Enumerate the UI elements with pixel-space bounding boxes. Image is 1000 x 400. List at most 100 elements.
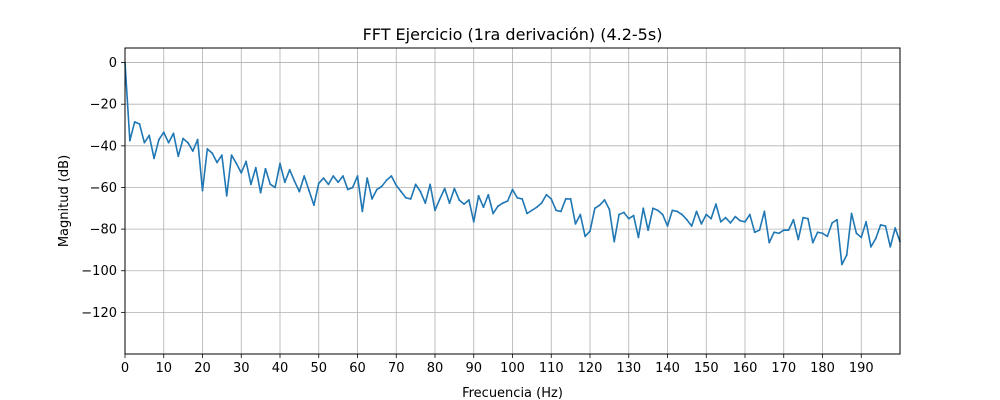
data-point [589, 230, 591, 233]
data-point [235, 162, 238, 165]
data-point [385, 179, 388, 182]
data-point [458, 199, 461, 201]
x-tick-label: 10 [155, 361, 172, 376]
data-point [429, 183, 432, 186]
x-tick-label: 0 [121, 361, 129, 376]
data-point [739, 219, 742, 222]
data-point [637, 236, 640, 239]
data-point [167, 141, 170, 144]
data-point [187, 141, 189, 144]
x-tick-label: 90 [465, 361, 482, 376]
y-tick-label: −80 [90, 223, 117, 238]
x-tick-label: 140 [655, 361, 680, 376]
x-tick-label: 130 [616, 361, 641, 376]
data-point [327, 183, 330, 186]
data-point [317, 182, 320, 185]
data-point [477, 194, 480, 197]
data-point [196, 138, 199, 141]
data-point [138, 123, 141, 125]
data-point [768, 241, 771, 244]
data-point [487, 193, 490, 196]
data-point [831, 221, 834, 224]
data-point [826, 235, 829, 238]
data-point [545, 193, 548, 196]
data-point [279, 162, 281, 165]
data-point [753, 231, 756, 234]
x-tick-label: 40 [272, 361, 289, 376]
data-point [535, 206, 538, 209]
data-point [860, 236, 863, 239]
data-point [400, 190, 402, 193]
data-point [782, 229, 785, 232]
data-point [661, 213, 664, 216]
x-tick-label: 60 [349, 361, 366, 376]
data-point [356, 175, 359, 177]
data-point [758, 229, 761, 232]
data-point [652, 207, 654, 210]
x-tick-label: 70 [388, 361, 405, 376]
data-point [405, 196, 407, 199]
x-tick-label: 170 [771, 361, 796, 376]
data-point [836, 218, 838, 221]
data-point [715, 203, 717, 206]
x-tick-label: 30 [233, 361, 250, 376]
data-point [840, 263, 843, 266]
data-point [526, 212, 528, 215]
data-point [647, 229, 650, 232]
data-point [342, 175, 344, 177]
data-point [371, 198, 373, 200]
data-point [807, 217, 809, 220]
data-point [666, 225, 669, 227]
data-point [516, 196, 519, 199]
data-point [240, 172, 243, 174]
data-point [245, 160, 247, 163]
data-point [303, 175, 306, 177]
data-point [274, 186, 277, 189]
data-point [390, 175, 393, 177]
data-point [322, 177, 325, 180]
data-point [773, 231, 775, 234]
data-point [414, 183, 417, 186]
data-point [133, 121, 136, 123]
data-point [308, 189, 310, 192]
data-point [685, 218, 688, 221]
data-point [850, 212, 853, 215]
data-point [492, 212, 495, 215]
data-point [690, 225, 693, 227]
data-point [375, 188, 378, 191]
data-point [453, 187, 456, 190]
data-point [143, 141, 146, 144]
data-point [177, 155, 180, 158]
data-point [555, 209, 557, 212]
data-point [293, 180, 296, 183]
data-point [313, 204, 315, 207]
data-point [468, 199, 470, 201]
data-point [283, 181, 286, 184]
y-tick-label: −20 [90, 98, 117, 113]
x-axis: 0 10 20 30 40 50 60 70 80 90 100 110 120 130 140 150 160… [121, 354, 874, 376]
data-point [608, 208, 611, 211]
data-point [802, 216, 805, 219]
grid [124, 48, 900, 354]
data-point [482, 206, 485, 209]
data-point [603, 199, 606, 201]
x-tick-label: 110 [539, 361, 564, 376]
data-point [211, 152, 214, 155]
data-point [811, 241, 814, 244]
y-tick-label: −60 [90, 181, 117, 196]
data-point [550, 198, 553, 200]
data-point [259, 191, 262, 194]
y-tick-label: 0 [109, 56, 117, 71]
data-point [409, 198, 412, 200]
data-point [162, 131, 165, 134]
data-point [351, 186, 354, 189]
x-tick-label: 80 [427, 361, 444, 376]
data-point [821, 232, 824, 235]
data-point [438, 198, 441, 200]
data-point [472, 220, 475, 223]
data-point [695, 210, 698, 213]
data-point [463, 203, 465, 206]
data-point [497, 205, 499, 208]
data-point [710, 217, 712, 220]
